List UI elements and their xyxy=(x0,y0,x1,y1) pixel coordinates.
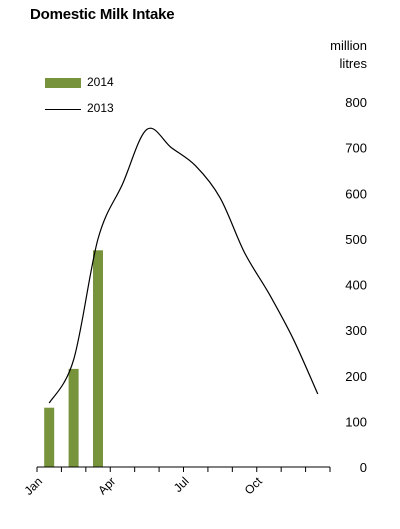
x-tick-label: Oct xyxy=(242,474,266,498)
x-tick-label: Jul xyxy=(171,474,192,495)
y-tick-label: 0 xyxy=(360,460,367,475)
y-tick-label: 500 xyxy=(345,232,367,247)
x-tick-label: Apr xyxy=(95,474,118,497)
y-tick-label: 300 xyxy=(345,323,367,338)
y-axis-unit-label: million xyxy=(330,38,367,53)
legend-label: 2014 xyxy=(87,75,114,89)
line-2013 xyxy=(48,127,319,404)
y-tick-label: 400 xyxy=(345,278,367,293)
y-axis-unit-label: litres xyxy=(339,56,367,71)
bar-2014 xyxy=(68,368,79,467)
bar-2014 xyxy=(93,250,103,467)
legend-swatch-line xyxy=(45,109,81,110)
x-tick-label: Jan xyxy=(22,474,46,498)
y-tick-label: 700 xyxy=(345,141,367,156)
y-tick-label: 200 xyxy=(345,369,367,384)
legend-label: 2013 xyxy=(87,101,114,115)
y-tick-label: 600 xyxy=(345,186,367,201)
bar-2014 xyxy=(44,407,55,467)
y-tick-label: 100 xyxy=(345,414,367,429)
y-tick-label: 800 xyxy=(345,95,367,110)
chart-title: Domestic Milk Intake xyxy=(30,6,175,23)
legend-swatch-bar xyxy=(45,78,81,88)
